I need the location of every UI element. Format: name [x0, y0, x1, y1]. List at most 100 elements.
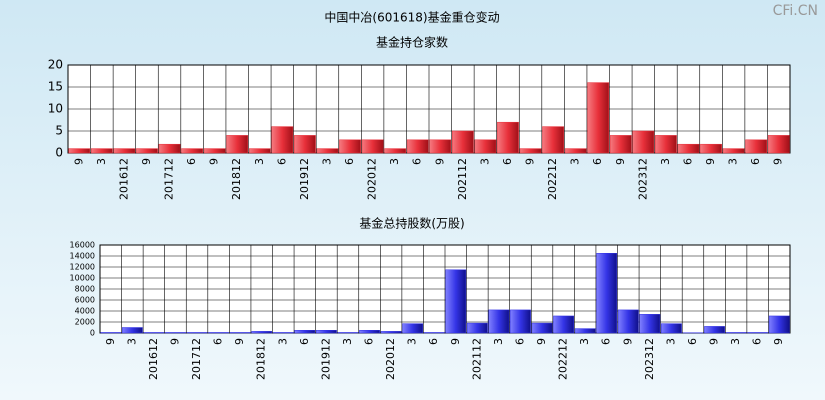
bar [677, 143, 700, 154]
x-tick-label: 201912 [298, 158, 311, 200]
x-tick-label: 3 [125, 338, 138, 345]
x-tick-label: 9 [621, 338, 634, 345]
bar [553, 315, 574, 334]
x-tick-label: 6 [298, 338, 311, 345]
bar [136, 148, 158, 154]
bar [316, 148, 339, 154]
x-tick-label: 9 [708, 338, 721, 345]
bar [632, 130, 655, 154]
x-tick-label: 201812 [230, 158, 243, 200]
bar [100, 332, 122, 334]
bar [722, 148, 745, 154]
x-tick-label: 9 [208, 158, 221, 165]
bar [747, 332, 769, 334]
x-tick-label: 9 [704, 158, 717, 165]
x-tick-label: 6 [751, 338, 764, 345]
x-tick-label: 6 [749, 158, 762, 165]
bar [380, 331, 402, 334]
x-tick-label: 3 [729, 338, 742, 345]
x-tick-label: 9 [104, 338, 117, 345]
bar [745, 139, 768, 154]
bar [143, 332, 165, 334]
x-tick-label: 3 [406, 338, 419, 345]
bar [617, 309, 639, 334]
bar [574, 328, 596, 334]
bar [229, 332, 251, 334]
x-tick-label: 9 [772, 338, 785, 345]
x-tick-label: 6 [427, 338, 440, 345]
x-tick-label: 3 [478, 158, 491, 165]
bar [700, 143, 722, 154]
x-tick-label: 6 [513, 338, 526, 345]
bar [165, 332, 186, 334]
bar [497, 121, 519, 154]
bar [251, 331, 273, 334]
x-tick-label: 201712 [190, 338, 203, 380]
x-tick-label: 9 [168, 338, 181, 345]
x-tick-label: 3 [569, 158, 582, 165]
y-tick-label: 0 [90, 329, 95, 338]
x-tick-label: 202012 [384, 338, 397, 380]
x-tick-label: 3 [664, 338, 677, 345]
bar [725, 332, 747, 334]
x-tick-label: 6 [411, 158, 424, 165]
bar [519, 148, 542, 154]
x-tick-label: 3 [578, 338, 591, 345]
y-tick-label: 15 [48, 80, 63, 94]
x-tick-label: 9 [535, 338, 548, 345]
bar [542, 126, 564, 154]
bar [768, 315, 790, 334]
x-tick-label: 202312 [636, 158, 649, 200]
bar [451, 130, 474, 154]
x-tick-label: 9 [449, 338, 462, 345]
x-tick-label: 3 [341, 338, 354, 345]
y-tick-label: 2000 [75, 318, 95, 327]
x-tick-label: 3 [727, 158, 740, 165]
x-tick-label: 201912 [319, 338, 332, 380]
x-tick-label: 6 [343, 158, 356, 165]
bar [186, 332, 208, 334]
y-tick-label: 14000 [70, 252, 95, 261]
x-tick-label: 3 [320, 158, 333, 165]
x-tick-label: 202112 [470, 338, 483, 380]
x-tick-label: 202112 [456, 158, 469, 200]
page-title: 中国中冶(601618)基金重仓变动 [324, 10, 499, 25]
x-tick-label: 201712 [163, 158, 176, 200]
bar [90, 148, 113, 154]
x-tick-label: 202012 [366, 158, 379, 200]
bar [181, 148, 203, 154]
x-tick-label: 9 [772, 158, 785, 165]
chart-title: 基金总持股数(万股) [359, 216, 464, 231]
x-tick-label: 6 [681, 158, 694, 165]
x-tick-label: 9 [233, 338, 246, 345]
bar [510, 309, 531, 334]
bar [406, 139, 429, 154]
bar [359, 330, 380, 334]
bar [271, 126, 294, 154]
x-tick-label: 6 [275, 158, 288, 165]
bar [113, 148, 136, 154]
x-tick-label: 9 [140, 158, 153, 165]
x-tick-label: 6 [185, 158, 198, 165]
bar [121, 327, 143, 334]
bar [158, 143, 181, 154]
watermark: CFi.CN [773, 3, 818, 19]
x-tick-label: 201612 [117, 158, 130, 200]
y-tick-label: 0 [55, 146, 63, 160]
y-tick-label: 12000 [70, 263, 95, 272]
y-tick-label: 20 [48, 58, 63, 72]
bar [596, 253, 618, 334]
x-tick-label: 9 [614, 158, 627, 165]
y-tick-label: 10 [48, 102, 63, 116]
bar [402, 323, 424, 334]
bar [466, 322, 488, 334]
y-tick-label: 8000 [75, 285, 95, 294]
bar [655, 135, 677, 154]
bar [445, 269, 467, 334]
y-tick-label: 6000 [75, 296, 95, 305]
bar [609, 135, 632, 154]
bar [767, 135, 790, 154]
bar [339, 139, 361, 154]
x-tick-label: 6 [600, 338, 613, 345]
